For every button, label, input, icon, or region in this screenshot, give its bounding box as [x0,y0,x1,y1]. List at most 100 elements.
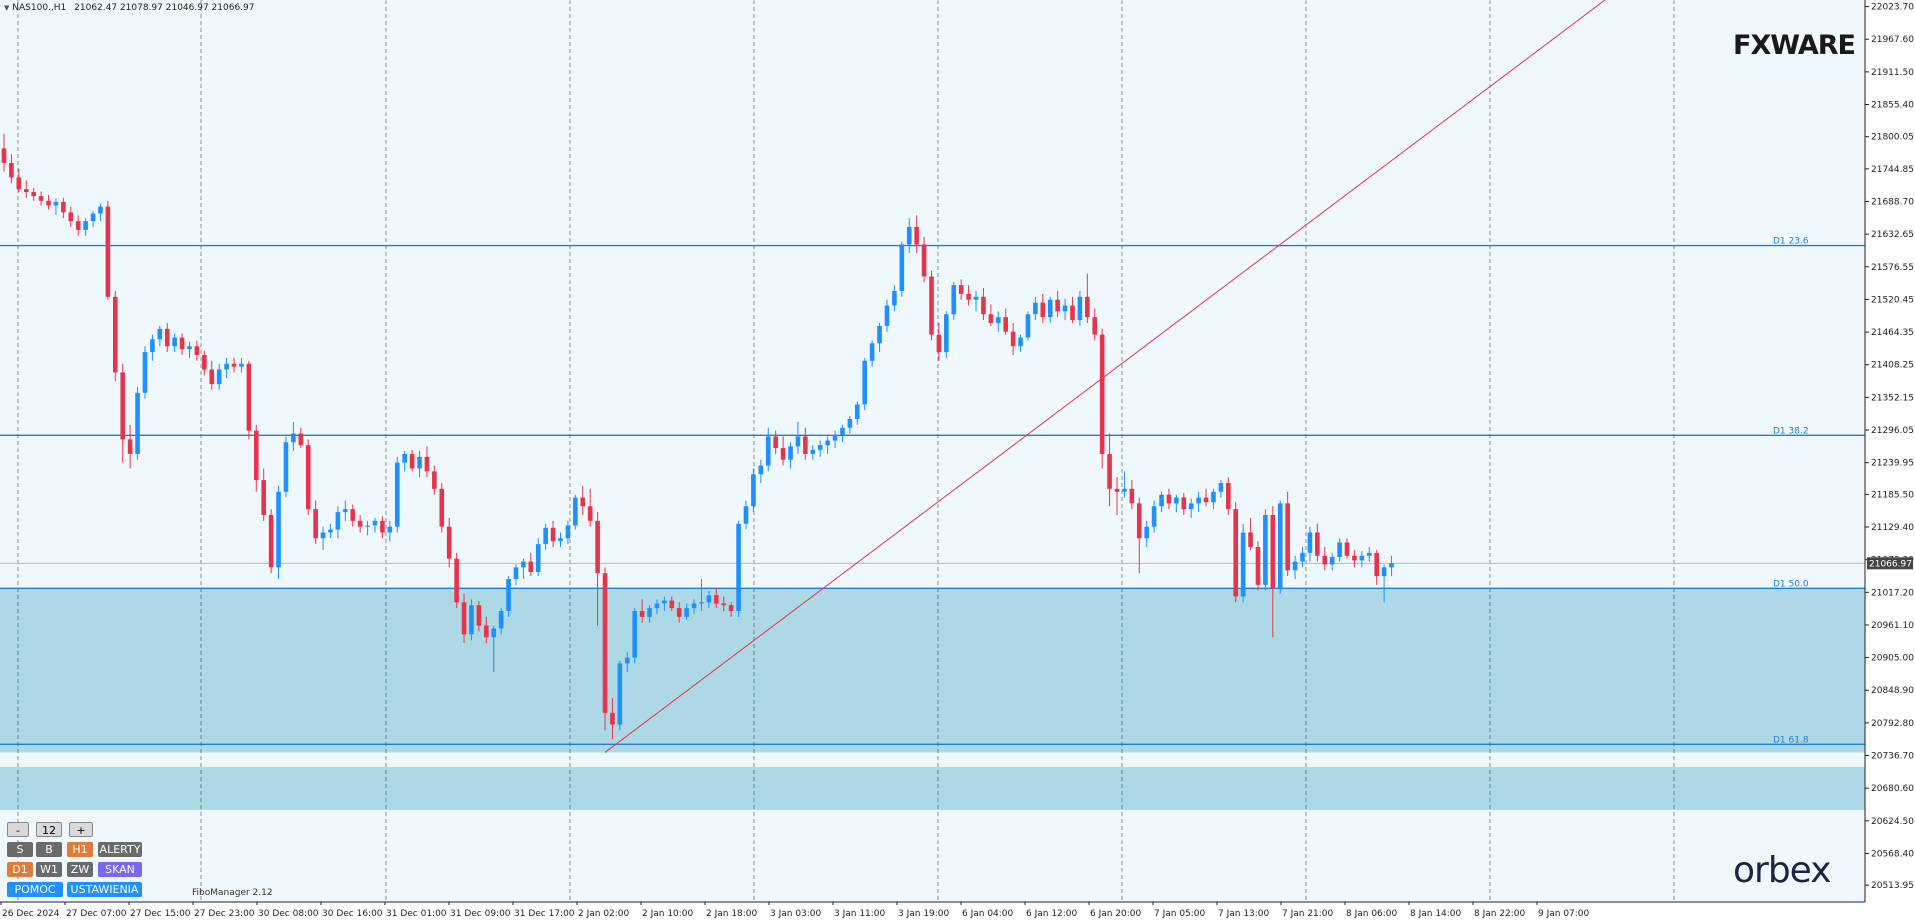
candle-body [53,201,59,206]
candle-body [1107,453,1112,489]
ustawienia-button[interactable]: USTAWIENIA [67,882,142,897]
candle-body [1240,532,1246,597]
candle-body [380,520,385,533]
fxware-logo-text: FXWARE [1733,30,1856,61]
candle-body [1255,547,1261,585]
candle [105,200,111,300]
candle-body [357,520,363,527]
candle-body [127,439,133,454]
candle [550,520,556,548]
zw-button[interactable]: ZW [67,862,93,877]
candle-body [929,276,934,335]
w1-button[interactable]: W1 [36,862,62,877]
alerty-button[interactable]: ALERTY [98,842,142,857]
candle [647,605,652,623]
collapse-arrow-icon[interactable]: ▼ [4,4,10,12]
time-tick-label: 3 Jan 03:00 [770,909,822,919]
candle-body [484,625,489,638]
candle-body [721,603,727,606]
candle [995,311,1001,332]
candle-body [810,449,816,454]
s-button[interactable]: S [7,842,33,857]
increase-button[interactable]: + [69,822,93,837]
pomoc-button[interactable]: POMOC [7,882,63,897]
candle [1322,547,1328,571]
candle [179,333,185,355]
candle-body [669,600,675,609]
candle [157,325,163,347]
h1-button[interactable]: H1 [67,842,93,857]
trend-line [604,0,1606,753]
time-tick-label: 31 Dec 01:00 [386,909,447,919]
candle [1033,296,1038,321]
candle [951,282,957,321]
candle [1159,491,1164,513]
candle-body [951,285,957,315]
price-tick-label: 20680.60 [1871,784,1914,794]
candle [350,504,356,527]
candle-body [268,515,274,568]
candle-body [291,433,296,443]
candle [699,579,704,612]
price-axis-background [1865,0,1915,922]
current-price-label: 21066.97 [1869,559,1912,569]
candle [343,500,348,521]
candle-body [372,520,378,526]
time-tick-label: 2 Jan 10:00 [642,909,694,919]
candle-body [543,527,548,545]
price-tick-label: 21296.05 [1871,426,1914,436]
candle [150,334,155,361]
candle [98,203,103,222]
candle-body [580,497,586,507]
candle [335,506,341,539]
candle-body [765,436,771,466]
candle [773,430,778,454]
candle-body [632,611,637,658]
chart-header: ▼ NAS100.,H1 21062.47 21078.97 21046.97 … [4,3,255,13]
d1-button[interactable]: D1 [7,862,33,877]
candle-body [320,532,326,539]
current-price-tag [1867,557,1913,570]
candle-body [1033,302,1038,315]
time-tick-label: 7 Jan 13:00 [1218,909,1270,919]
candle [424,446,430,478]
candle-body [1144,526,1149,539]
candle-body [1285,503,1290,571]
candle-body [595,520,600,574]
candle-body [751,474,756,507]
value-field[interactable]: 12 [36,822,62,837]
candle [9,154,14,184]
candle [1255,541,1261,591]
candle-body [498,611,504,629]
candle-body [276,491,281,568]
candle [795,421,801,454]
candle [461,593,467,644]
candle [372,517,378,533]
candle [855,401,860,425]
price-tick-label: 21632.65 [1871,230,1914,240]
candle-body [187,346,192,350]
price-tick-label: 21855.40 [1871,101,1914,111]
candle [380,516,385,539]
candle [1070,296,1075,323]
plot-area [0,0,1865,902]
time-tick-label: 27 Dec 07:00 [66,909,127,919]
candle [75,215,81,236]
candle-body [9,162,14,178]
candle [446,517,452,568]
b-button[interactable]: B [36,842,62,857]
candle-body [1188,503,1194,510]
candle [714,587,719,609]
candle [1166,488,1172,510]
candle-body [1366,552,1372,556]
candle [209,360,215,390]
candle [498,608,504,635]
candle [862,357,868,411]
decrease-button[interactable]: - [7,822,29,837]
candle-body [862,360,868,405]
candle-body [246,363,252,431]
candle [966,285,971,306]
skan-button[interactable]: SKAN [98,862,142,877]
candle [135,386,140,460]
